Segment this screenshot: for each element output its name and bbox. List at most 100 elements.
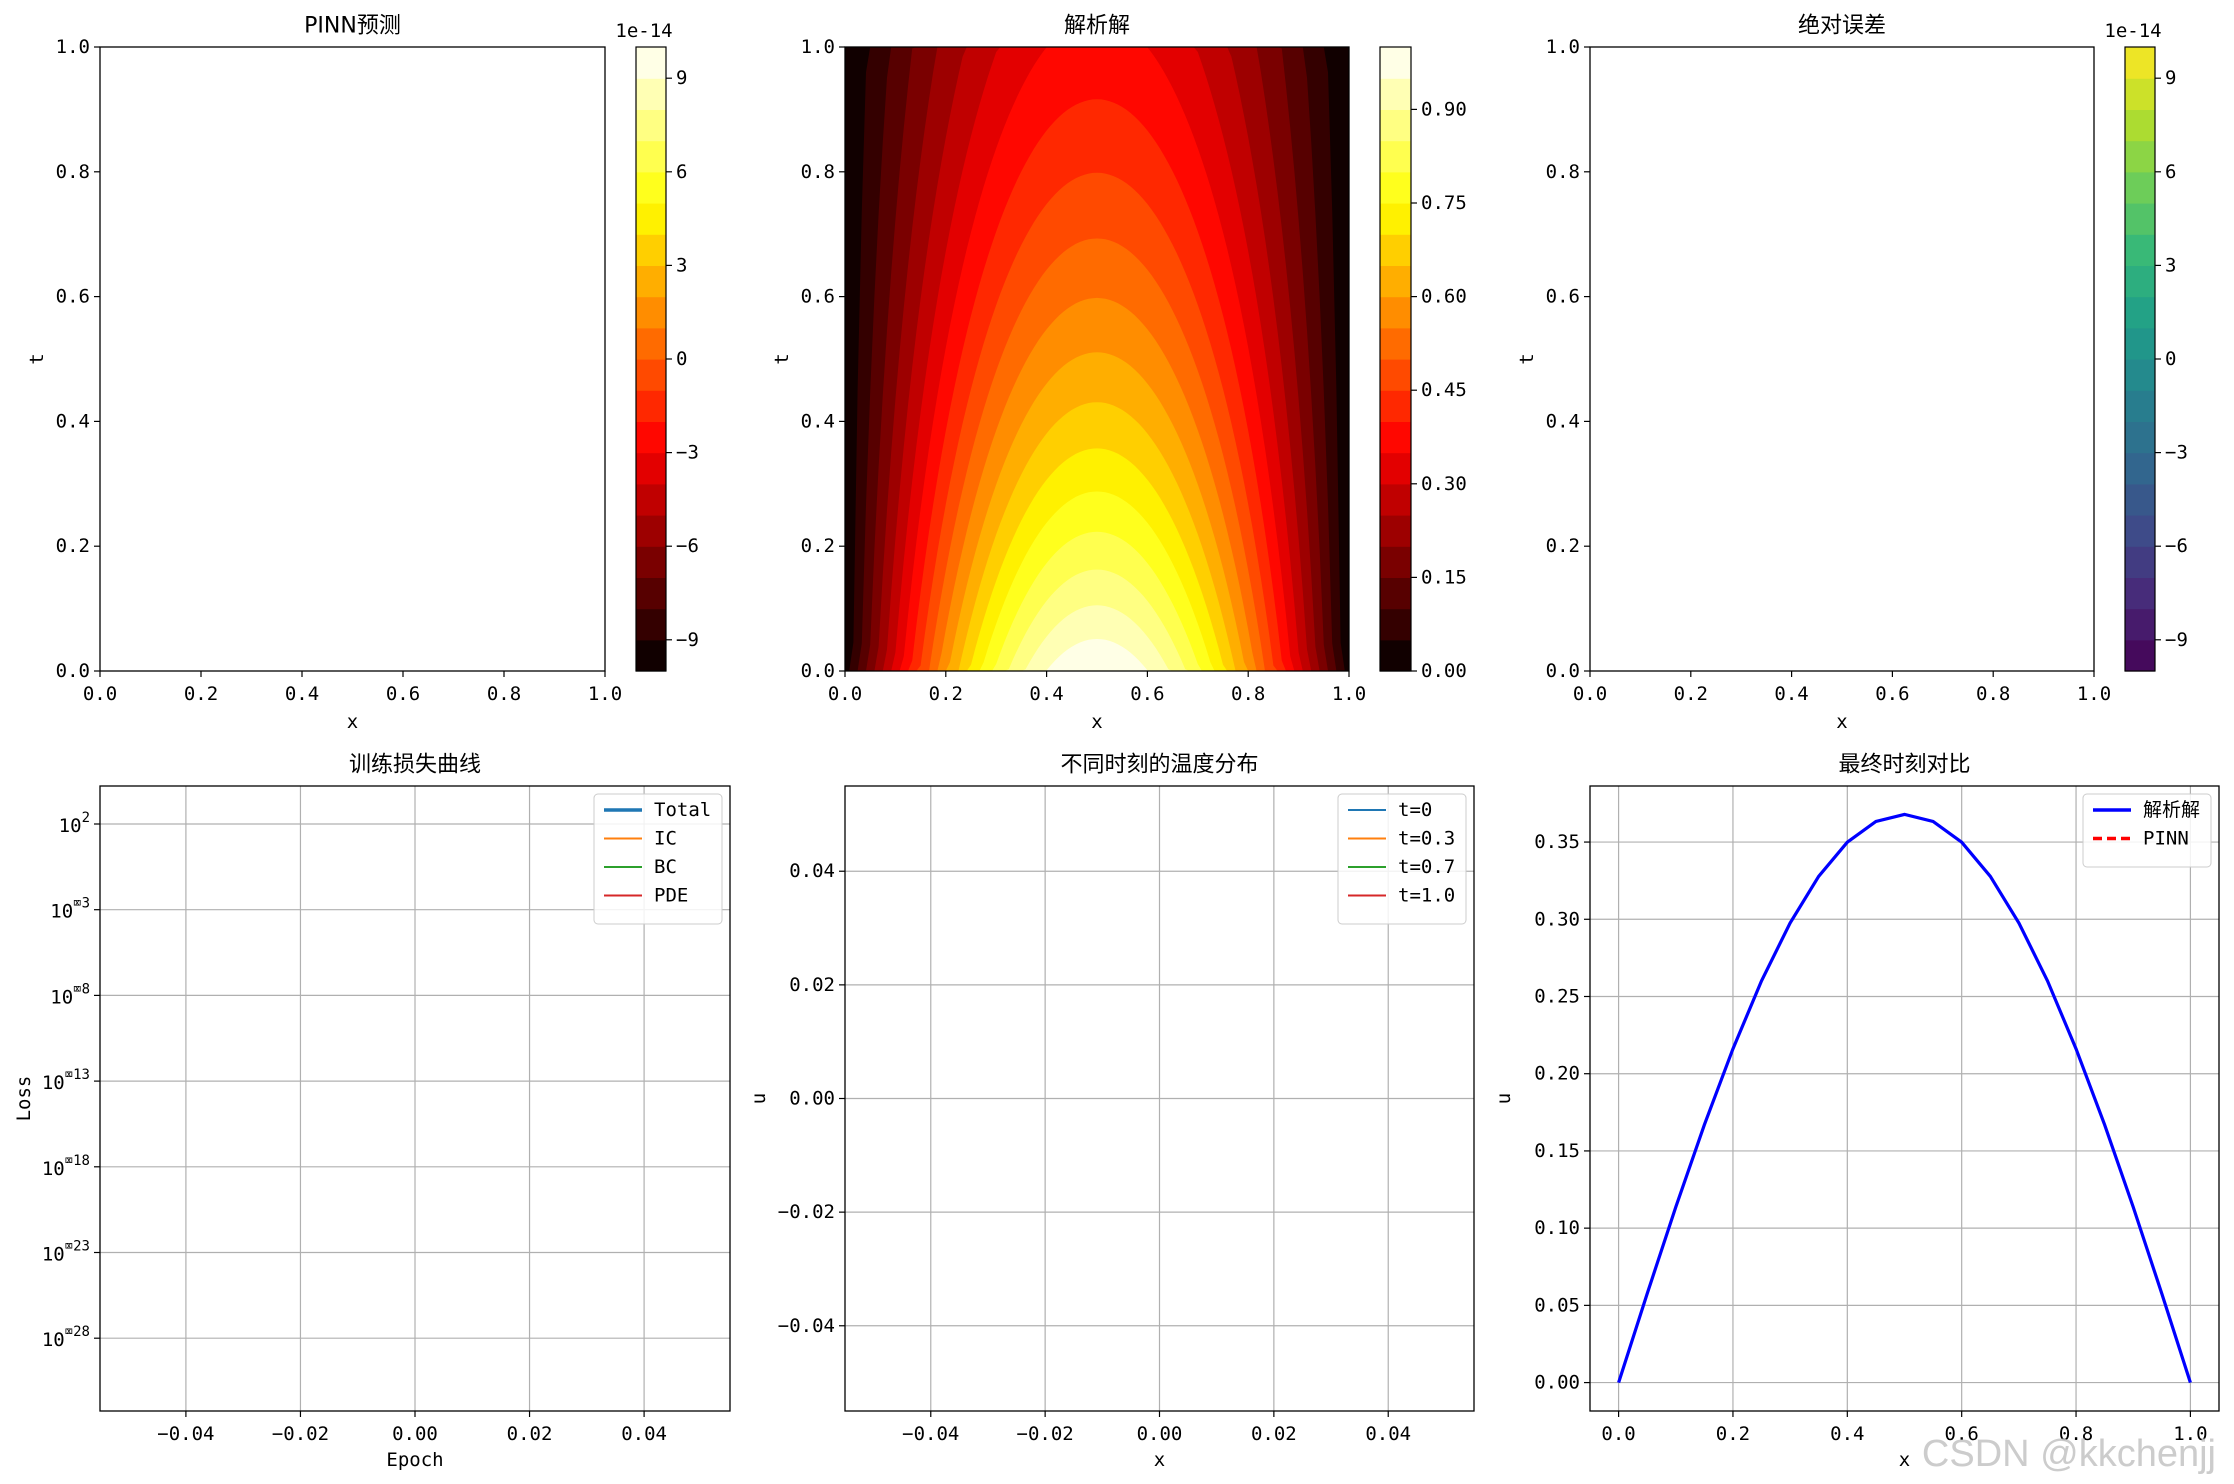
chart-title: 不同时刻的温度分布 xyxy=(1060,753,1258,778)
contour-band xyxy=(845,605,1349,671)
x-tick-label: 0.8 xyxy=(1976,683,2010,705)
plot-frame xyxy=(1589,46,2095,672)
colorbar-segment xyxy=(636,608,666,641)
series-line xyxy=(1617,812,2192,1384)
legend-label: IC xyxy=(654,828,677,850)
x-tick-label: 1.0 xyxy=(2077,683,2111,705)
colorbar-segment xyxy=(636,546,666,578)
plot-frame xyxy=(99,46,606,672)
colorbar-tick-label: −6 xyxy=(2165,535,2188,557)
y-axis-label: u xyxy=(748,1093,770,1104)
x-tick-label: −0.04 xyxy=(157,1423,214,1445)
y-tick-label: 10⌧8 xyxy=(50,981,90,1008)
legend-label: t=0.3 xyxy=(1398,828,1455,850)
x-tick-label: 0.4 xyxy=(1774,683,1808,705)
y-tick-label: 0.10 xyxy=(1534,1217,1580,1239)
colorbar-segment xyxy=(636,171,666,204)
y-tick-label: 0.05 xyxy=(1534,1294,1580,1316)
contour-panel-2: 解析解 0.0 0.2 0.4 0.6 0.8 1.0 0.0 0.2 0.4 0.6 0.8 1.0 x… xyxy=(771,14,1467,734)
x-tick-label: 0.0 xyxy=(1601,1423,1635,1445)
colorbar-tick-label: 0 xyxy=(676,348,687,370)
x-axis-label: x xyxy=(1154,1449,1165,1471)
grid xyxy=(1590,786,2219,1411)
x-axis-label: Epoch xyxy=(386,1449,443,1471)
x-tick-label: 0.0 xyxy=(828,683,862,705)
y-tick-label: 0.2 xyxy=(1546,535,1580,557)
x-tick-label: 0.4 xyxy=(1830,1423,1864,1445)
colorbar-tick-label: 0.45 xyxy=(1421,379,1467,401)
x-tick-label: 0.00 xyxy=(1137,1423,1183,1445)
chart-title: 解析解 xyxy=(1064,14,1130,39)
x-tick-label: 0.02 xyxy=(1251,1423,1297,1445)
y-tick-label: 0.6 xyxy=(1546,286,1580,308)
colorbar-segment xyxy=(1380,546,1411,578)
colorbar-segment xyxy=(636,639,666,672)
grid xyxy=(845,786,1474,1411)
colorbar-segment xyxy=(2125,452,2155,485)
colorbar-segment xyxy=(636,483,666,516)
colorbar-segment xyxy=(636,203,666,235)
y-tick-label: 0.0 xyxy=(56,660,90,682)
x-tick-label: 0.6 xyxy=(1875,683,1909,705)
colorbar-segment xyxy=(2125,265,2155,298)
colorbar-segment xyxy=(1380,452,1411,485)
x-tick-label: 0.8 xyxy=(2059,1423,2093,1445)
colorbar-segment xyxy=(1380,203,1411,235)
colorbar-tick-label: −6 xyxy=(676,535,699,557)
y-axis-label: t xyxy=(771,353,793,364)
colorbar-segment xyxy=(2125,47,2155,79)
y-tick-label: 0.04 xyxy=(789,860,835,882)
y-tick-label: 0.8 xyxy=(801,161,835,183)
y-tick-label: 10⌧13 xyxy=(42,1067,90,1094)
colorbar-segment xyxy=(2125,296,2155,329)
colorbar-segment xyxy=(1380,109,1411,142)
x-tick-label: 0.02 xyxy=(507,1423,553,1445)
x-axis-label: x xyxy=(1899,1449,1910,1471)
y-tick-label: 0.30 xyxy=(1534,908,1580,930)
y-tick-label: 0.20 xyxy=(1534,1063,1580,1085)
contour-panel-1: PINN预测 0.0 0.2 0.4 0.6 0.8 1.0 0.0 0.2 0.4 0.6 0.8 1… xyxy=(26,14,699,734)
colorbar-segment xyxy=(636,140,666,173)
y-tick-label: 10⌧18 xyxy=(42,1153,90,1180)
x-tick-label: 0.8 xyxy=(1231,683,1265,705)
colorbar-segment xyxy=(1380,47,1411,79)
colorbar-segment xyxy=(636,577,666,610)
chart-title: PINN预测 xyxy=(304,14,401,39)
colorbar-tick-label: 0.15 xyxy=(1421,566,1467,588)
x-tick-label: 0.6 xyxy=(1945,1423,1979,1445)
colorbar-segment xyxy=(2125,639,2155,672)
colorbar-segment xyxy=(636,265,666,298)
colorbar-segment xyxy=(1380,78,1411,110)
colorbar-segment xyxy=(636,109,666,142)
colorbar-segment xyxy=(636,234,666,266)
chart-title: 绝对误差 xyxy=(1798,14,1886,39)
legend: Total IC BC PDE xyxy=(593,793,723,925)
y-axis-label: Loss xyxy=(13,1076,35,1122)
y-tick-label: −0.02 xyxy=(778,1201,835,1223)
colorbar-tick-label: 0.90 xyxy=(1421,98,1467,120)
x-tick-label: 0.2 xyxy=(1674,683,1708,705)
y-tick-label: −0.04 xyxy=(778,1315,835,1337)
y-tick-label: 10⌧3 xyxy=(50,896,90,923)
colorbar-tick-label: 3 xyxy=(2165,254,2176,276)
colorbar-segment xyxy=(636,296,666,329)
legend-label: t=1.0 xyxy=(1398,885,1455,907)
colorbar-segment xyxy=(636,359,666,391)
colorbar-segment xyxy=(636,452,666,485)
legend-label: PINN xyxy=(2143,828,2189,850)
legend-label: 解析解 xyxy=(2143,799,2200,821)
line-panel-3: 最终时刻对比 0.0 0.2 0.4 0.6 0.8 1.0 0.35 0.30 0.25 0.20… xyxy=(1493,753,2220,1471)
legend-label: Total xyxy=(654,799,711,821)
y-tick-label: 0.15 xyxy=(1534,1140,1580,1162)
x-axis-label: x xyxy=(1836,711,1847,733)
y-tick-label: 10⌧23 xyxy=(42,1239,90,1266)
y-axis-label: t xyxy=(1516,353,1538,364)
colorbar-tick-label: −3 xyxy=(2165,442,2188,464)
y-tick-label: 102 xyxy=(59,810,90,837)
colorbar-tick-label: −9 xyxy=(2165,629,2188,651)
x-tick-label: 0.2 xyxy=(1716,1423,1750,1445)
x-tick-label: 0.4 xyxy=(285,683,319,705)
y-tick-label: 0.2 xyxy=(801,535,835,557)
plot-frame xyxy=(1589,785,2220,1412)
